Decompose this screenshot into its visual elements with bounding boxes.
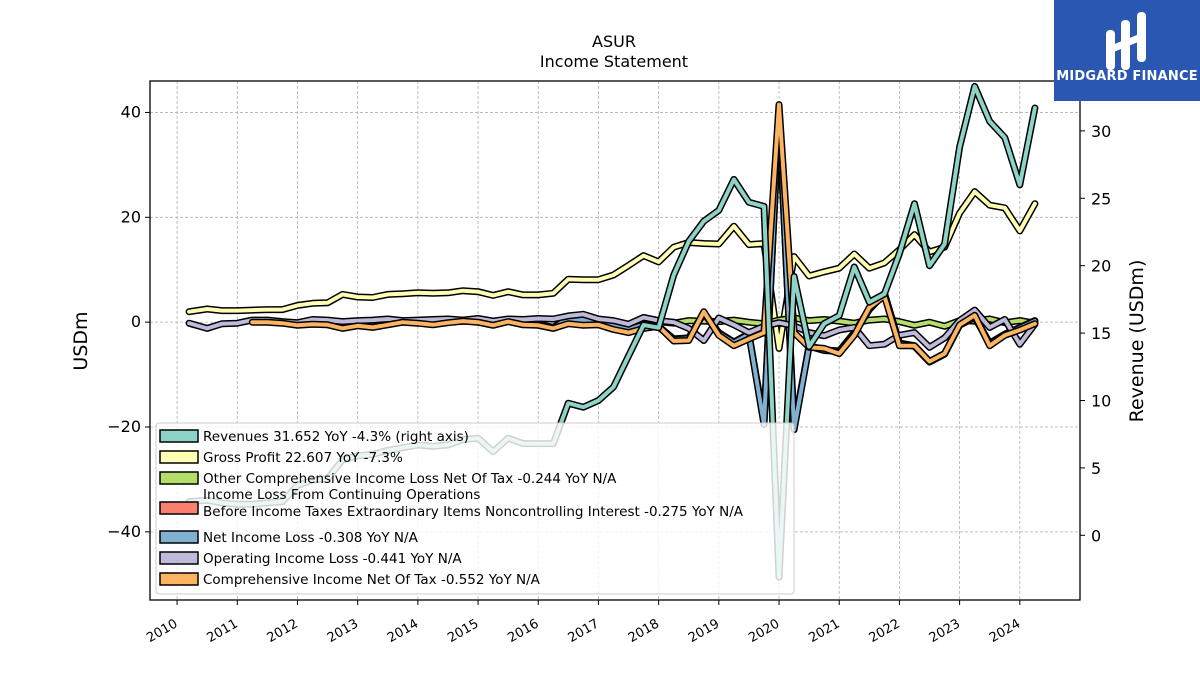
x-tick-label: 2014 (385, 616, 421, 646)
left-axis-ticks: −40 −20 0 20 40 (107, 102, 150, 541)
legend-label: Net Income Loss -0.308 YoY N/A (203, 530, 419, 546)
x-tick-label: 2024 (987, 616, 1023, 646)
chart-title: ASUR (592, 32, 636, 51)
legend-swatch (159, 471, 199, 485)
legend-item: Other Comprehensive Income Loss Net Of T… (159, 471, 617, 487)
legend-label: Income Loss From Continuing Operations Be… (203, 487, 744, 520)
x-tick-label: 2020 (746, 616, 782, 646)
x-tick-label: 2021 (806, 616, 842, 646)
series-path (250, 110, 1037, 429)
y-tick-label: −20 (107, 417, 141, 436)
y-axis-label-right: Revenue (USDm) (1126, 260, 1148, 423)
x-tick-label: 2019 (686, 616, 722, 646)
x-tick-label: 2012 (265, 616, 301, 646)
legend-item: Income Loss From Continuing Operations Be… (159, 487, 744, 520)
legend-item: Operating Income Loss -0.441 YoY N/A (159, 551, 462, 567)
series-layer (185, 82, 1039, 581)
x-tick-label: 2016 (505, 616, 541, 646)
y-axis-label: USDm (70, 311, 92, 370)
legend-swatch (159, 572, 199, 586)
y-tick-label: 20 (121, 207, 141, 226)
plot-frame (149, 80, 1081, 601)
chart-subtitle: Income Statement (540, 52, 688, 71)
y-right-tick-label: 5 (1091, 459, 1101, 478)
legend-box (155, 422, 795, 595)
legend: Revenues 31.652 YoY -4.3% (right axis) Gr… (155, 422, 795, 595)
legend-label: Operating Income Loss -0.441 YoY N/A (203, 551, 462, 567)
legend-swatch (159, 429, 199, 443)
series-outline (248, 109, 1039, 431)
x-tick-label: 2022 (867, 616, 903, 646)
y-tick-label: 0 (131, 312, 141, 331)
y-right-tick-label: 25 (1091, 189, 1111, 208)
y-right-tick-label: 0 (1091, 526, 1101, 545)
x-tick-label: 2011 (204, 616, 240, 646)
legend-label: Other Comprehensive Income Loss Net Of T… (203, 471, 617, 487)
x-tick-label: 2018 (626, 616, 662, 646)
y-right-tick-label: 30 (1091, 122, 1111, 141)
legend-item: Revenues 31.652 YoY -4.3% (right axis) (159, 429, 469, 445)
series-path (187, 189, 1037, 351)
y-right-tick-label: 15 (1091, 324, 1111, 343)
legend-swatch (159, 450, 199, 464)
legend-item: Net Income Loss -0.308 YoY N/A (159, 530, 419, 546)
series-line-1 (185, 188, 1039, 352)
legend-swatch (159, 551, 199, 565)
series-line-3 (248, 109, 1039, 431)
legend-item: Gross Profit 22.607 YoY -7.3% (159, 450, 403, 466)
y-tick-label: 40 (121, 102, 141, 121)
legend-label: Comprehensive Income Net Of Tax -0.552 Y… (203, 572, 541, 588)
series-path (250, 107, 1037, 432)
x-tick-label: 2017 (566, 616, 602, 646)
legend-swatch (159, 530, 199, 544)
brand-logo: MIDGARD FINANCE (1054, 0, 1200, 101)
x-axis-ticks: 2010 2011 2012 2013 2014 2015 2016 2017 2018 2019… (144, 600, 1023, 646)
legend-swatch (159, 501, 199, 515)
x-tick-label: 2023 (927, 616, 963, 646)
x-tick-label: 2015 (445, 616, 481, 646)
y-right-tick-label: 10 (1091, 391, 1111, 410)
legend-item: Comprehensive Income Net Of Tax -0.552 Y… (159, 572, 541, 588)
legend-label: Gross Profit 22.607 YoY -7.3% (203, 450, 403, 466)
right-axis-ticks: 0 5 10 15 20 25 30 (1080, 122, 1111, 545)
y-right-tick-label: 20 (1091, 257, 1111, 276)
x-tick-label: 2010 (144, 616, 180, 646)
legend-label: Revenues 31.652 YoY -4.3% (right axis) (203, 429, 469, 445)
x-tick-label: 2013 (325, 616, 361, 646)
series-line-4 (248, 106, 1039, 434)
brand-name: MIDGARD FINANCE (1056, 69, 1198, 84)
series-outline (248, 106, 1039, 434)
brand-logo-mark (1106, 12, 1146, 70)
y-tick-label: −40 (107, 522, 141, 541)
